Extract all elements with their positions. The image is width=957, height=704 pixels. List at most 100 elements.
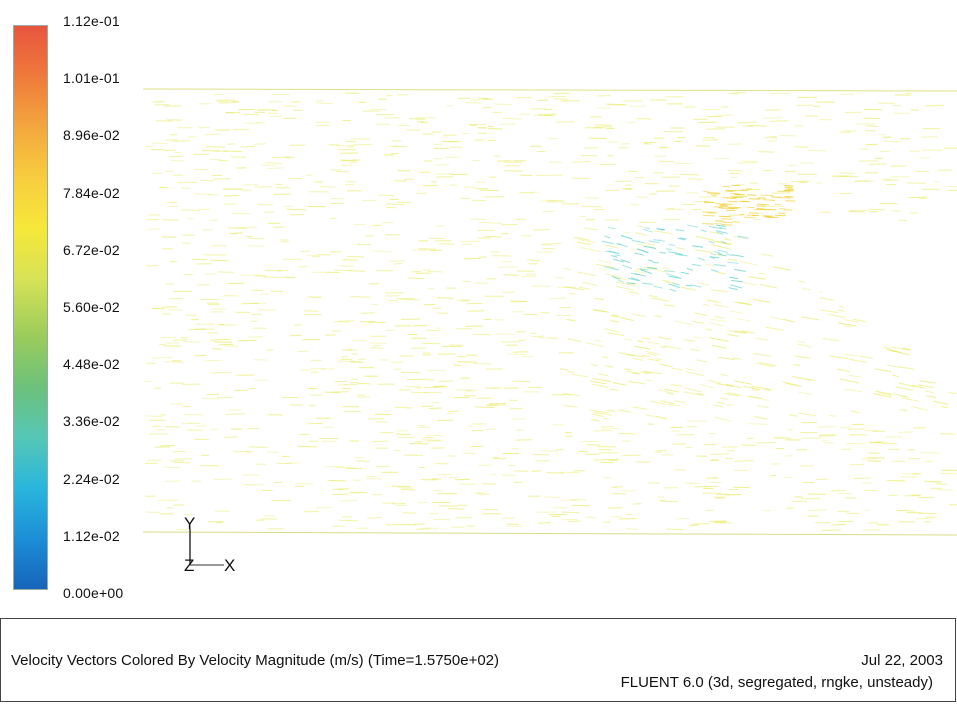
velocity-vector [731, 184, 741, 187]
velocity-vector [391, 485, 412, 488]
velocity-vector [719, 215, 732, 218]
velocity-vector [729, 192, 740, 195]
velocity-vector [760, 203, 766, 206]
velocity-vector [509, 407, 523, 410]
velocity-vector [606, 409, 615, 412]
velocity-vector [409, 118, 426, 120]
velocity-vector [228, 227, 247, 229]
velocity-vector [428, 237, 445, 240]
velocity-vector [543, 242, 563, 245]
velocity-vector [716, 401, 725, 405]
velocity-vector [875, 368, 891, 372]
velocity-vector [863, 108, 883, 111]
velocity-vector [634, 345, 651, 350]
velocity-vector [472, 333, 491, 336]
velocity-vector [659, 251, 667, 254]
velocity-vector [864, 143, 878, 146]
velocity-vector [737, 301, 751, 305]
velocity-vector [751, 385, 772, 391]
velocity-vector [624, 368, 632, 371]
velocity-vector [659, 363, 673, 368]
velocity-vector [172, 450, 186, 453]
velocity-vector [576, 271, 596, 277]
velocity-vector [222, 150, 242, 152]
velocity-vector [757, 405, 770, 409]
velocity-vector [836, 368, 850, 373]
velocity-vector [746, 194, 757, 196]
velocity-vector [421, 342, 441, 345]
velocity-vector [762, 117, 783, 119]
velocity-vector [675, 247, 685, 250]
velocity-vector [464, 102, 481, 104]
velocity-vector [716, 271, 725, 275]
velocity-vector [679, 173, 700, 176]
velocity-vector [737, 235, 749, 239]
velocity-vector [796, 340, 806, 343]
velocity-vector [723, 221, 733, 224]
velocity-vector [194, 354, 207, 357]
velocity-vector [849, 374, 861, 378]
velocity-vector [807, 149, 827, 152]
velocity-vector [620, 259, 631, 264]
velocity-vector [736, 317, 751, 322]
velocity-vector [585, 342, 605, 348]
velocity-vector [783, 189, 794, 192]
velocity-vector [685, 371, 705, 377]
velocity-vector [710, 244, 730, 250]
velocity-vector [209, 338, 229, 341]
velocity-vector [702, 139, 719, 141]
velocity-vector-plot [142, 88, 957, 536]
velocity-vector [607, 227, 616, 230]
velocity-vector [641, 282, 653, 285]
velocity-vector [674, 320, 694, 326]
velocity-vector [727, 170, 744, 172]
velocity-vector [648, 294, 658, 298]
velocity-vector [713, 304, 729, 308]
velocity-vector [618, 409, 632, 413]
velocity-vector [686, 420, 707, 422]
velocity-vector [472, 363, 492, 365]
velocity-vector [591, 418, 600, 422]
velocity-vector [634, 381, 646, 385]
velocity-vector [748, 198, 761, 200]
velocity-vector [705, 328, 713, 331]
velocity-vector [642, 228, 653, 233]
velocity-vector [714, 223, 724, 225]
velocity-vector [631, 240, 645, 244]
velocity-vector [619, 352, 635, 357]
legend-label: 3.36e-02 [63, 413, 120, 430]
velocity-vector [726, 209, 736, 212]
velocity-vector [685, 368, 694, 371]
velocity-vector [727, 143, 742, 145]
velocity-vector [659, 346, 667, 348]
velocity-vector [601, 240, 614, 245]
velocity-vector [709, 337, 729, 342]
velocity-vector [204, 133, 221, 136]
velocity-vector [563, 404, 578, 408]
velocity-vector [775, 214, 786, 217]
velocity-vector [571, 177, 589, 179]
velocity-vector [752, 389, 759, 392]
velocity-vector [587, 444, 601, 446]
velocity-vector [164, 361, 184, 363]
velocity-vector [165, 480, 181, 482]
velocity-vector [657, 336, 672, 340]
velocity-vector [487, 404, 507, 407]
velocity-vector [696, 392, 705, 396]
velocity-vector [683, 339, 696, 342]
velocity-vector [515, 96, 532, 99]
velocity-vector [668, 251, 677, 254]
velocity-vector [668, 283, 680, 289]
velocity-vector [714, 264, 726, 267]
velocity-vector [683, 391, 702, 396]
velocity-vector [605, 244, 618, 248]
velocity-vector [741, 160, 760, 163]
velocity-vector [784, 185, 792, 187]
velocity-vector [711, 344, 727, 349]
velocity-vector [694, 336, 702, 339]
velocity-vector [664, 304, 675, 307]
velocity-vector [173, 461, 191, 464]
velocity-vector [709, 225, 722, 230]
velocity-vector [902, 397, 919, 402]
velocity-vector [496, 333, 516, 335]
